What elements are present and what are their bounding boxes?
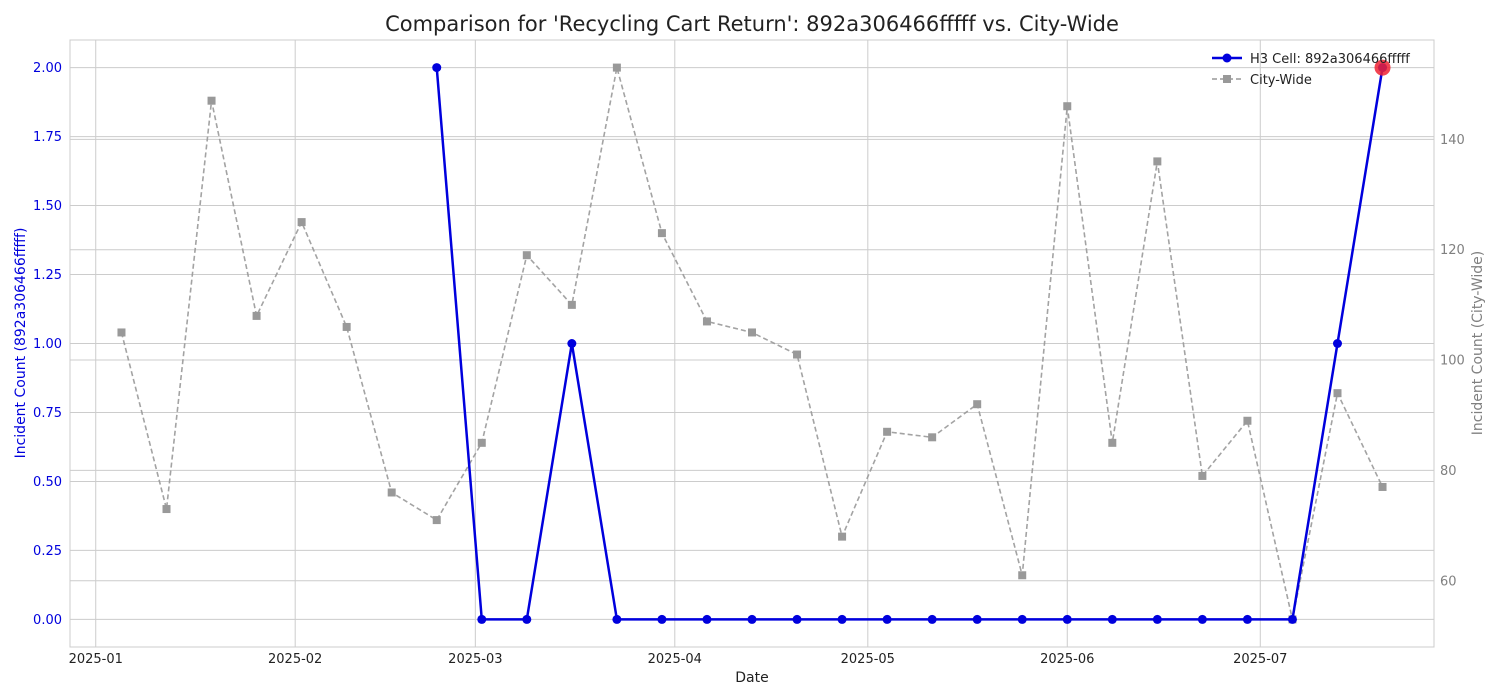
left-tick-label: 1.75: [33, 130, 62, 145]
left-tick-label: 1.00: [33, 337, 62, 352]
right-tick-label: 60: [1440, 574, 1457, 589]
city-wide-point: [612, 63, 621, 72]
x-tick-label: 2025-02: [268, 652, 322, 667]
city-wide-point: [432, 516, 441, 525]
city-wide-point: [162, 505, 171, 514]
x-tick-label: 2025-05: [841, 652, 895, 667]
h3-cell-point: [792, 614, 802, 624]
x-axis-ticks: 2025-01 2025-02 2025-03 2025-04 2025-05 2025-…: [69, 652, 1288, 667]
h3-cell-point: [837, 614, 847, 624]
highlight-point: [1374, 59, 1391, 76]
city-wide-point: [387, 488, 396, 497]
city-wide-series: [117, 63, 1387, 624]
city-wide-point: [522, 251, 531, 260]
h3-cell-point: [432, 63, 442, 73]
left-axis-ticks: 0.00 0.25 0.50 0.75 1.00 1.25 1.50 1.75 2.00: [33, 61, 62, 628]
city-wide-point: [1378, 482, 1387, 491]
city-wide-point: [1198, 471, 1207, 480]
city-wide-point: [477, 438, 486, 447]
city-wide-point: [1243, 416, 1252, 425]
left-tick-label: 2.00: [33, 61, 62, 76]
left-tick-label: 0.25: [33, 544, 62, 559]
h3-cell-point: [882, 614, 892, 624]
chart-title: Comparison for 'Recycling Cart Return': …: [385, 12, 1119, 36]
city-wide-point: [1063, 102, 1072, 111]
left-tick-label: 0.00: [33, 613, 62, 628]
city-wide-point: [657, 229, 666, 238]
city-wide-point: [973, 400, 982, 409]
h3-cell-point: [747, 614, 757, 624]
legend: H3 Cell: 892a306466fffff City-Wide: [1212, 52, 1410, 88]
right-tick-label: 80: [1440, 464, 1457, 479]
city-wide-point: [1108, 438, 1117, 447]
city-wide-point: [1153, 157, 1162, 166]
city-wide-point: [838, 532, 847, 541]
h3-cell-point: [1152, 614, 1162, 624]
x-tick-label: 2025-07: [1233, 652, 1287, 667]
city-wide-point: [207, 96, 216, 105]
h3-cell-point: [1107, 614, 1117, 624]
h3-cell-point: [972, 614, 982, 624]
city-wide-point: [1018, 571, 1027, 580]
x-tick-label: 2025-03: [448, 652, 502, 667]
right-axis-ticks: 60 80 100 120 140: [1440, 133, 1465, 589]
h3-cell-point: [567, 339, 577, 348]
city-wide-point: [793, 350, 802, 359]
h3-cell-point: [612, 614, 622, 624]
h3-cell-point: [1242, 614, 1252, 624]
city-wide-point: [297, 218, 306, 227]
left-tick-label: 0.75: [33, 406, 62, 421]
h3-cell-point: [1197, 614, 1207, 624]
left-tick-label: 1.25: [33, 268, 62, 283]
highlight: [1374, 59, 1391, 76]
city-wide-point: [928, 433, 937, 442]
right-tick-label: 140: [1440, 133, 1465, 148]
city-wide-point: [342, 322, 351, 331]
h3-cell-point: [1062, 614, 1072, 624]
city-wide-point: [1333, 389, 1342, 398]
city-wide-point: [883, 427, 892, 436]
left-tick-label: 1.50: [33, 199, 62, 214]
right-tick-label: 120: [1440, 243, 1465, 258]
h3-cell-point: [1332, 339, 1342, 348]
city-wide-point: [567, 300, 576, 309]
legend-city-marker: [1223, 75, 1231, 83]
h3-cell-point: [522, 614, 532, 624]
h3-cell-line: [435, 67, 1384, 621]
h3-cell-series: [432, 63, 1388, 624]
legend-h3-marker: [1222, 53, 1232, 63]
city-wide-point: [748, 328, 756, 337]
h3-cell-point: [657, 614, 667, 624]
right-tick-label: 100: [1440, 354, 1465, 369]
right-axis-label: Incident Count (City-Wide): [1470, 251, 1486, 435]
x-tick-label: 2025-01: [69, 652, 123, 667]
grid: [70, 40, 1434, 647]
city-wide-point: [702, 317, 711, 326]
city-wide-point: [252, 311, 261, 320]
x-tick-label: 2025-06: [1040, 652, 1094, 667]
plot-frame: [69, 39, 1435, 648]
h3-cell-point: [1287, 614, 1297, 624]
x-tick-label: 2025-04: [648, 652, 702, 667]
h3-cell-point: [477, 614, 487, 624]
h3-cell-point: [927, 614, 937, 624]
left-tick-label: 0.50: [33, 475, 62, 490]
h3-cell-point: [702, 614, 712, 624]
legend-h3-label: H3 Cell: 892a306466fffff: [1250, 52, 1410, 67]
city-wide-point: [117, 328, 126, 337]
legend-city-label: City-Wide: [1250, 73, 1312, 88]
h3-cell-point: [1017, 614, 1027, 624]
x-axis-label: Date: [735, 670, 768, 686]
left-axis-label: Incident Count (892a306466fffff): [13, 228, 29, 459]
